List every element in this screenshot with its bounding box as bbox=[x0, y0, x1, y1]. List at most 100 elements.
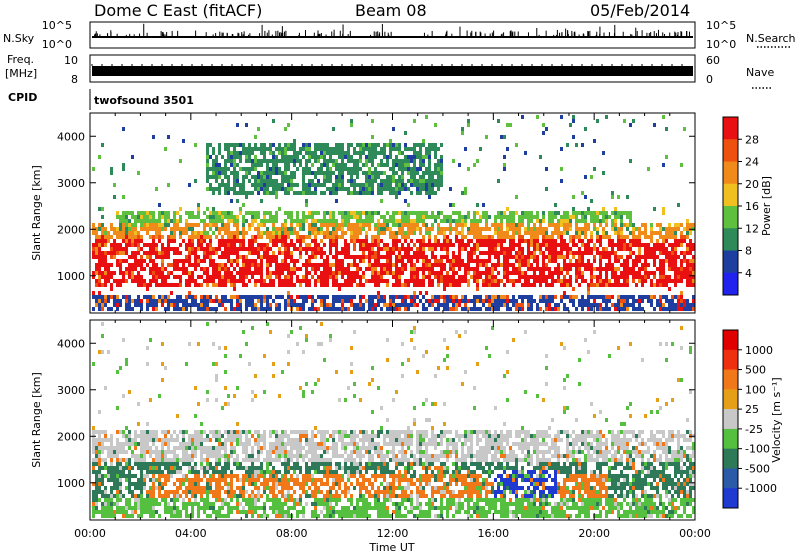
heatmap-cell bbox=[257, 223, 260, 227]
heatmap-cell bbox=[212, 307, 215, 311]
heatmap-cell bbox=[626, 195, 629, 199]
heatmap-cell bbox=[398, 247, 401, 251]
heatmap-cell bbox=[335, 199, 338, 203]
heatmap-cell bbox=[95, 231, 98, 235]
heatmap-cell bbox=[317, 275, 320, 279]
heatmap-cell bbox=[689, 259, 692, 263]
heatmap-cell bbox=[374, 211, 377, 215]
heatmap-cell bbox=[140, 263, 143, 267]
heatmap-cell bbox=[272, 255, 275, 259]
heatmap-cell bbox=[410, 223, 413, 227]
heatmap-cell bbox=[287, 155, 290, 159]
heatmap-cell bbox=[689, 275, 692, 279]
heatmap-cell bbox=[338, 299, 341, 303]
heatmap-cell bbox=[200, 267, 203, 271]
heatmap-cell bbox=[245, 159, 248, 163]
heatmap-cell bbox=[275, 179, 278, 183]
heatmap-cell bbox=[125, 358, 128, 362]
heatmap-cell bbox=[326, 211, 329, 215]
heatmap-cell bbox=[392, 147, 395, 151]
heatmap-cell bbox=[398, 211, 401, 215]
heatmap-cell bbox=[137, 235, 140, 239]
heatmap-cell bbox=[320, 283, 323, 287]
heatmap-cell bbox=[143, 450, 146, 454]
heatmap-cell bbox=[341, 235, 344, 239]
heatmap-cell bbox=[140, 430, 143, 434]
heatmap-cell bbox=[647, 271, 650, 275]
heatmap-cell bbox=[380, 163, 383, 167]
heatmap-cell bbox=[566, 215, 569, 219]
heatmap-cell bbox=[233, 239, 236, 243]
heatmap-cell bbox=[269, 167, 272, 171]
heatmap-cell bbox=[152, 470, 155, 474]
heatmap-cell bbox=[137, 299, 140, 303]
heatmap-cell bbox=[428, 231, 431, 235]
heatmap-cell bbox=[263, 251, 266, 255]
heatmap-cell bbox=[179, 299, 182, 303]
heatmap-cell bbox=[275, 163, 278, 167]
heatmap-cell bbox=[224, 163, 227, 167]
heatmap-cell bbox=[407, 223, 410, 227]
heatmap-cell bbox=[575, 271, 578, 275]
heatmap-cell bbox=[329, 223, 332, 227]
heatmap-cell bbox=[227, 191, 230, 195]
heatmap-cell bbox=[578, 259, 581, 263]
heatmap-cell bbox=[260, 267, 263, 271]
heatmap-cell bbox=[242, 183, 245, 187]
heatmap-cell bbox=[674, 271, 677, 275]
heatmap-cell bbox=[431, 299, 434, 303]
heatmap-cell bbox=[155, 478, 158, 482]
heatmap-cell bbox=[227, 239, 230, 243]
heatmap-cell bbox=[212, 223, 215, 227]
heatmap-cell bbox=[623, 283, 626, 287]
heatmap-cell bbox=[602, 251, 605, 255]
heatmap-cell bbox=[521, 215, 524, 219]
heatmap-cell bbox=[101, 494, 104, 498]
heatmap-cell bbox=[626, 255, 629, 259]
heatmap-cell bbox=[284, 147, 287, 151]
heatmap-cell bbox=[155, 263, 158, 267]
heatmap-cell bbox=[323, 275, 326, 279]
heatmap-cell bbox=[419, 211, 422, 215]
heatmap-cell bbox=[323, 147, 326, 151]
heatmap-cell bbox=[374, 267, 377, 271]
heatmap-cell bbox=[128, 498, 131, 502]
heatmap-cell bbox=[665, 259, 668, 263]
heatmap-cell bbox=[125, 267, 128, 271]
heatmap-cell bbox=[125, 235, 128, 239]
heatmap-cell bbox=[305, 251, 308, 255]
heatmap-cell bbox=[251, 223, 254, 227]
heatmap-cell bbox=[467, 283, 470, 287]
heatmap-cell bbox=[554, 279, 557, 283]
velocity-heatmap-cells bbox=[92, 322, 695, 518]
heatmap-cell bbox=[644, 227, 647, 231]
heatmap-cell bbox=[191, 215, 194, 219]
heatmap-cell bbox=[404, 239, 407, 243]
heatmap-cell bbox=[692, 223, 695, 227]
heatmap-cell bbox=[692, 307, 695, 311]
heatmap-cell bbox=[305, 171, 308, 175]
heatmap-cell bbox=[140, 486, 143, 490]
heatmap-cell bbox=[203, 259, 206, 263]
heatmap-cell bbox=[512, 211, 515, 215]
heatmap-cell bbox=[371, 179, 374, 183]
heatmap-cell bbox=[575, 219, 578, 223]
heatmap-cell bbox=[623, 263, 626, 267]
heatmap-cell bbox=[536, 231, 539, 235]
heatmap-cell bbox=[245, 171, 248, 175]
heatmap-cell bbox=[146, 227, 149, 231]
heatmap-cell bbox=[227, 179, 230, 183]
heatmap-cell bbox=[302, 167, 305, 171]
heatmap-cell bbox=[239, 255, 242, 259]
heatmap-cell bbox=[131, 243, 134, 247]
heatmap-cell bbox=[275, 219, 278, 223]
heatmap-cell bbox=[542, 275, 545, 279]
heatmap-cell bbox=[239, 279, 242, 283]
heatmap-cell bbox=[359, 211, 362, 215]
heatmap-cell bbox=[401, 219, 404, 223]
heatmap-cell bbox=[593, 139, 596, 143]
heatmap-cell bbox=[548, 223, 551, 227]
heatmap-cell bbox=[485, 227, 488, 231]
heatmap-cell bbox=[149, 243, 152, 247]
heatmap-cell bbox=[452, 259, 455, 263]
